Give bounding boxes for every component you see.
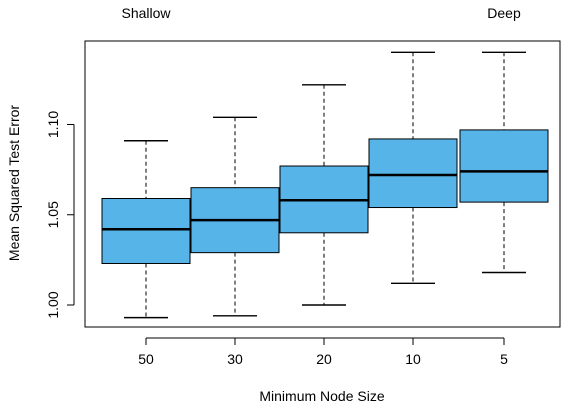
box-10 bbox=[368, 51, 458, 285]
box-iqr bbox=[101, 198, 191, 264]
x-tick-label: 50 bbox=[138, 351, 154, 367]
x-axis: 50 30 20 10 5 bbox=[138, 337, 508, 367]
box-5 bbox=[459, 51, 549, 274]
x-tick-label: 10 bbox=[405, 351, 421, 367]
y-axis-title: Mean Squared Test Error bbox=[6, 105, 22, 261]
annotation-deep: Deep bbox=[487, 5, 521, 21]
y-axis: 1.00 1.05 1.10 bbox=[45, 111, 75, 319]
box-iqr bbox=[368, 138, 458, 209]
y-tick-label: 1.10 bbox=[45, 111, 61, 138]
box-30 bbox=[190, 116, 280, 317]
box-iqr bbox=[459, 129, 549, 203]
y-tick-label: 1.05 bbox=[45, 201, 61, 228]
box-50 bbox=[101, 140, 191, 319]
x-tick-label: 30 bbox=[227, 351, 243, 367]
y-tick-label: 1.00 bbox=[45, 291, 61, 318]
box-20 bbox=[279, 84, 369, 306]
boxes-group bbox=[101, 51, 549, 319]
plot-frame bbox=[84, 40, 561, 328]
x-tick-label: 20 bbox=[316, 351, 332, 367]
x-tick-label: 5 bbox=[500, 351, 508, 367]
annotation-shallow: Shallow bbox=[121, 5, 171, 21]
x-axis-title: Minimum Node Size bbox=[259, 388, 384, 404]
